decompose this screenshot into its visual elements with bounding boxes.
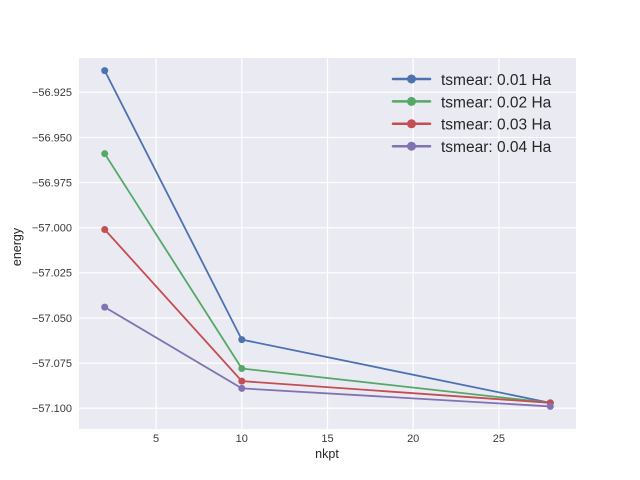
data-point [101, 150, 109, 158]
data-point [101, 67, 109, 75]
data-point [101, 303, 109, 311]
y-tick-label: −57.050 [32, 313, 72, 325]
y-tick-label: −57.025 [32, 268, 72, 280]
data-point [238, 377, 246, 385]
y-tick-label: −56.950 [32, 132, 72, 144]
data-point [238, 336, 246, 344]
x-tick-label: 5 [153, 433, 159, 445]
data-point [101, 226, 109, 234]
legend-marker [407, 141, 416, 151]
legend-label: tsmear: 0.04 Ha [441, 139, 552, 156]
x-tick-label: 20 [407, 433, 419, 445]
legend-label: tsmear: 0.03 Ha [441, 117, 552, 134]
data-point [238, 365, 246, 373]
legend-label: tsmear: 0.02 Ha [441, 94, 552, 111]
legend-marker [407, 119, 416, 129]
data-point [238, 384, 246, 392]
y-tick-label: −57.000 [32, 223, 72, 235]
y-axis-label: energy [10, 227, 24, 267]
x-tick-label: 15 [321, 433, 333, 445]
y-tick-label: −56.975 [32, 177, 72, 189]
data-point [546, 402, 554, 410]
y-tick-label: −57.075 [32, 358, 72, 370]
legend-marker [407, 96, 416, 106]
x-axis-label: nkpt [315, 447, 339, 461]
y-tick-label: −56.925 [32, 87, 72, 99]
y-tick-label: −57.100 [32, 403, 72, 415]
x-tick-label: 10 [236, 433, 248, 445]
legend-marker [407, 74, 416, 84]
legend-label: tsmear: 0.01 Ha [441, 72, 552, 89]
x-tick-label: 25 [493, 433, 505, 445]
